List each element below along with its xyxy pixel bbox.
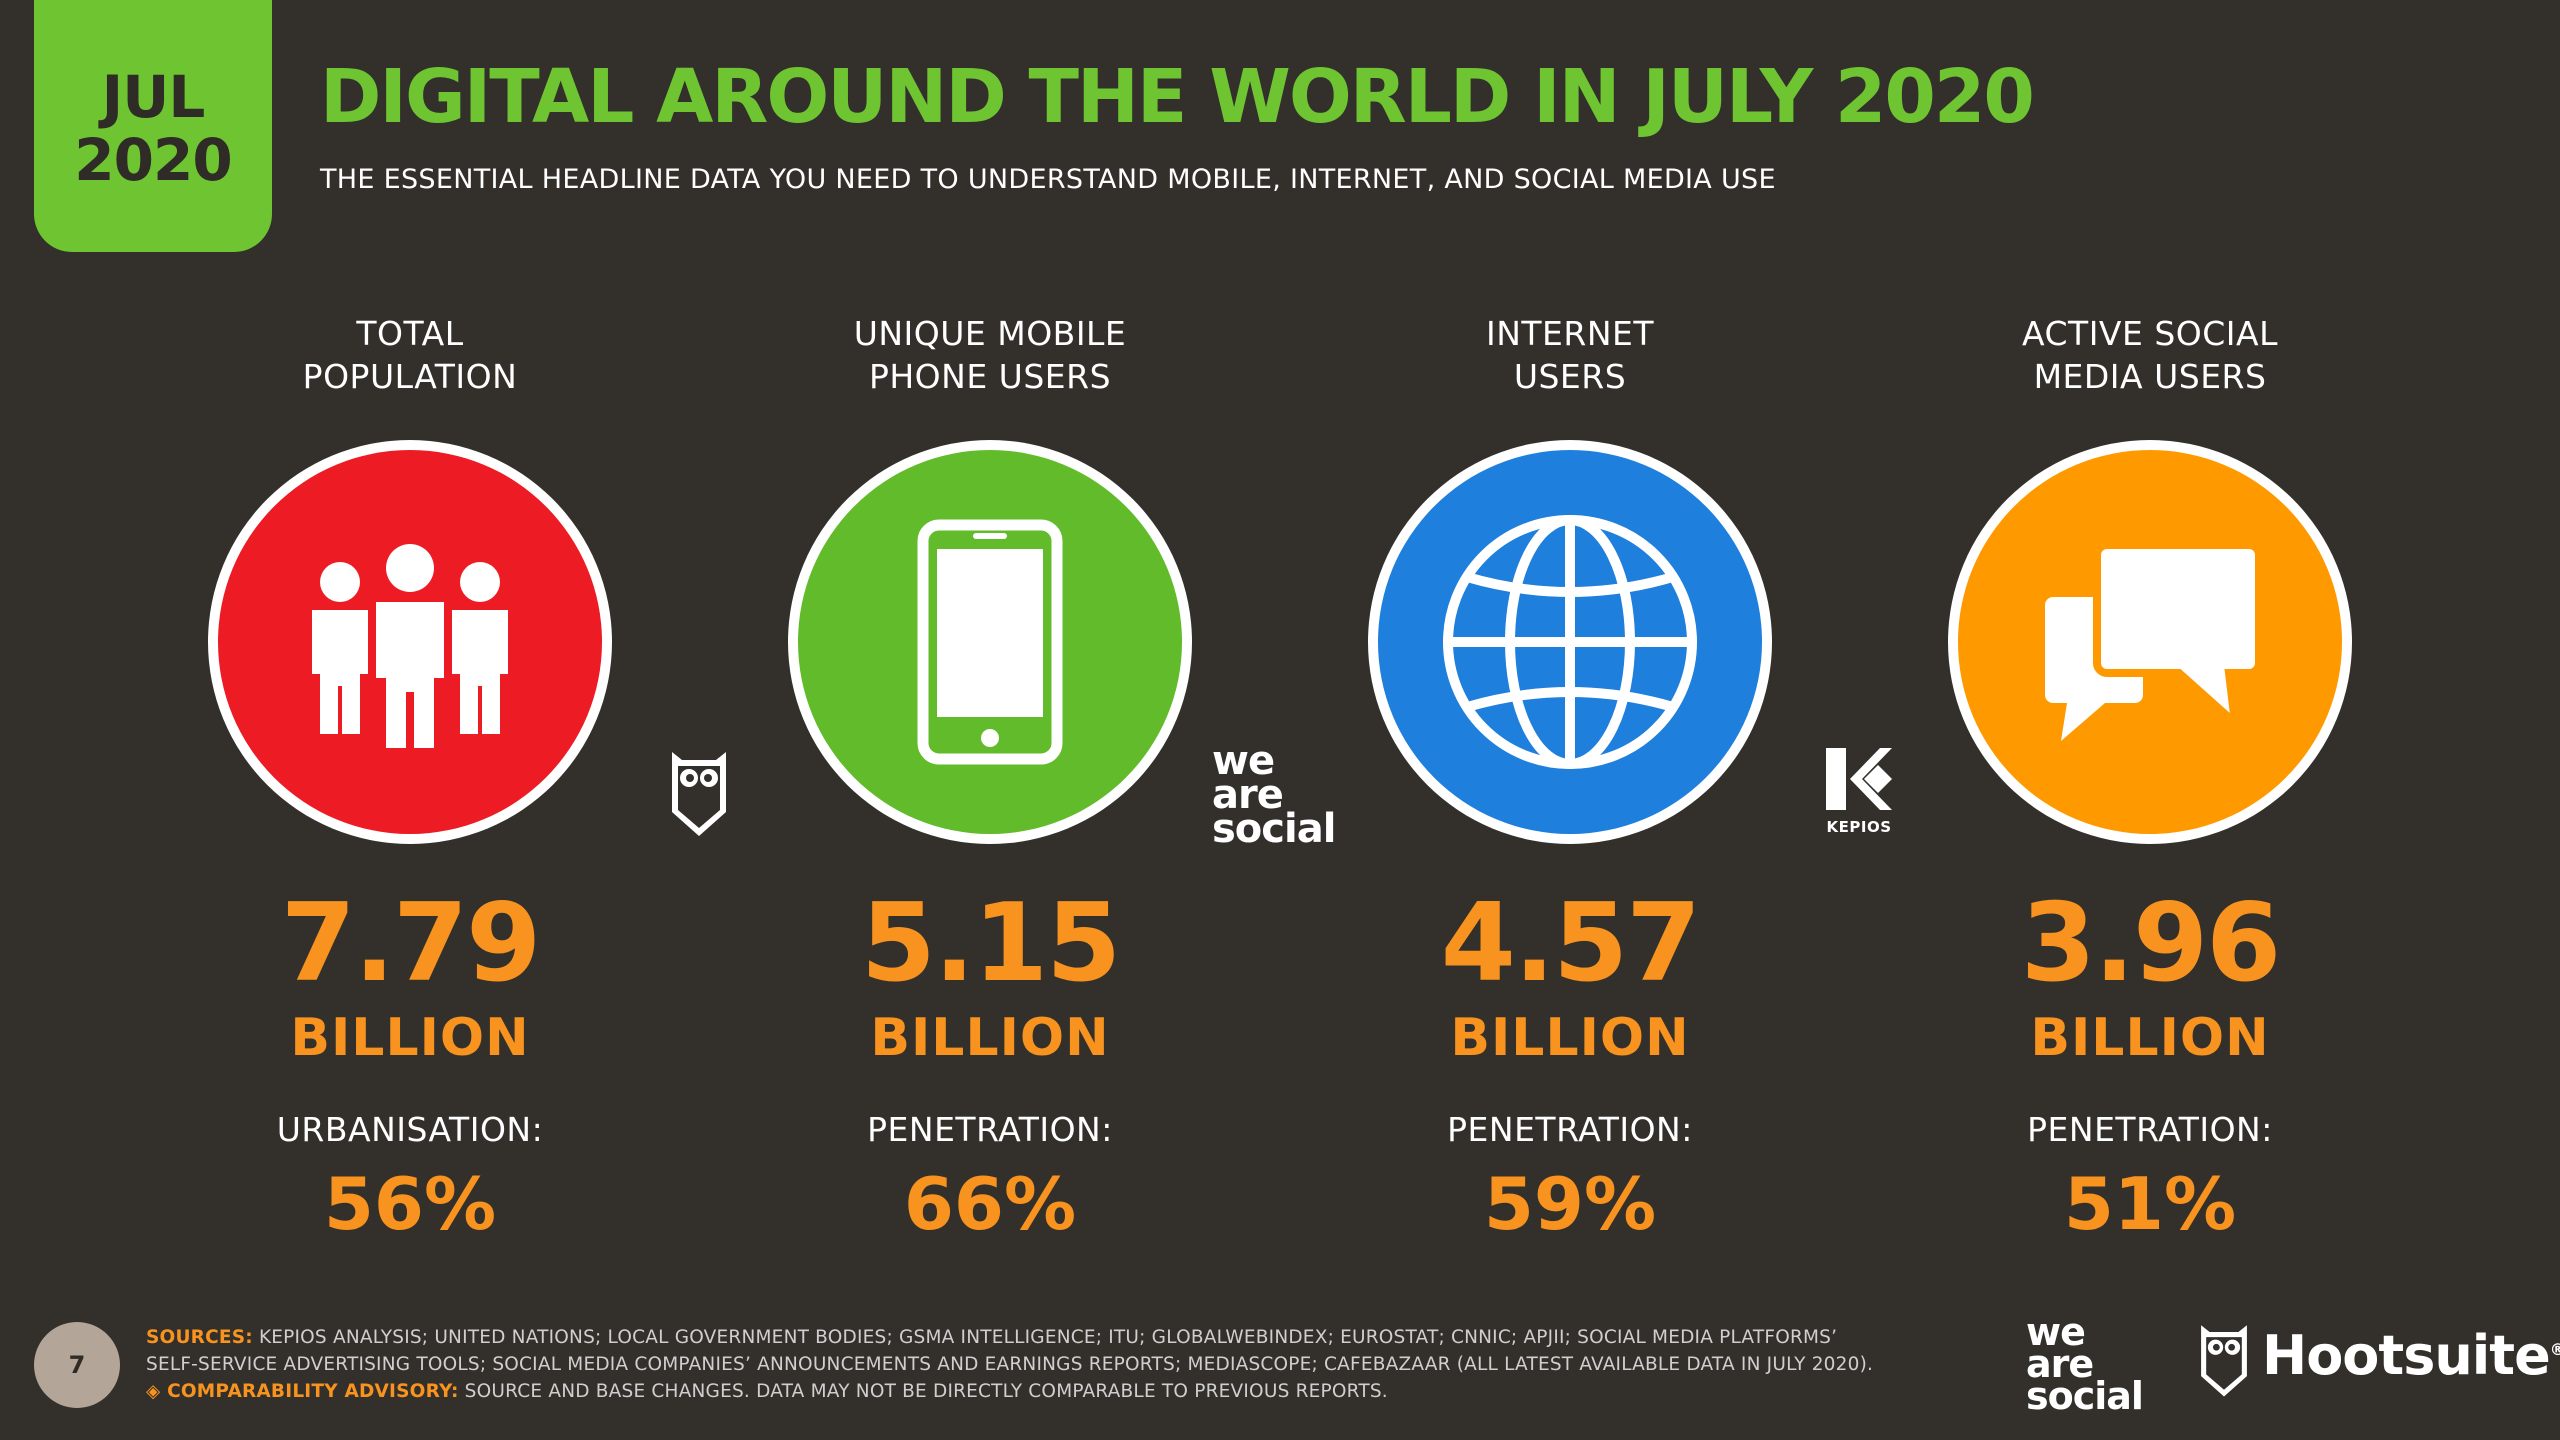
stat-label-line1: TOTAL — [356, 314, 464, 353]
stat-label: UNIQUE MOBILE PHONE USERS — [700, 312, 1280, 398]
stat-percent: 66% — [903, 1162, 1077, 1246]
stat-unit: BILLION — [1450, 1008, 1690, 1068]
stat-circle — [208, 440, 612, 844]
registered-mark: ® — [2549, 1340, 2560, 1359]
stat-label-line1: ACTIVE SOCIAL — [2022, 314, 2278, 353]
logo-text: social — [2026, 1374, 2144, 1418]
sources-line1: SOURCES: KEPIOS ANALYSIS; UNITED NATIONS… — [146, 1324, 1946, 1351]
stat-percent: 56% — [323, 1162, 497, 1246]
kepios-label: KEPIOS — [1826, 818, 1892, 836]
hootsuite-text: Hootsuite — [2262, 1324, 2551, 1387]
mobile-phone-icon — [798, 450, 1182, 834]
stat-label: ACTIVE SOCIAL MEDIA USERS — [1860, 312, 2440, 398]
logo-text: we — [1212, 738, 1275, 784]
logo-text: are — [1212, 772, 1284, 818]
stat-label-line1: INTERNET — [1485, 314, 1655, 353]
hootsuite-footer-owl-icon — [2196, 1320, 2252, 1404]
sources-label: SOURCES: — [146, 1327, 253, 1348]
stat-label-line1: UNIQUE MOBILE — [853, 314, 1127, 353]
advisory-diamond-icon: ◈ — [146, 1381, 168, 1402]
page-title: DIGITAL AROUND THE WORLD IN JULY 2020 — [320, 54, 2035, 140]
stat-label-line2: PHONE USERS — [868, 357, 1112, 396]
stat-percent: 51% — [2063, 1162, 2237, 1246]
we-are-social-logo: we are social — [1212, 738, 1336, 852]
stat-label: TOTAL POPULATION — [120, 312, 700, 398]
stat-total-population: TOTAL POPULATION 7.79 BILLION URBANISATI… — [120, 0, 700, 1300]
page-subtitle: THE ESSENTIAL HEADLINE DATA YOU NEED TO … — [320, 164, 1776, 195]
stat-label-line2: USERS — [1513, 357, 1627, 396]
sources-text: KEPIOS ANALYSIS; UNITED NATIONS; LOCAL G… — [252, 1327, 1838, 1348]
stat-unit: BILLION — [870, 1008, 1110, 1068]
badge-year: 2020 — [74, 126, 232, 194]
stat-circle — [788, 440, 1192, 844]
advisory-label: COMPARABILITY ADVISORY: — [167, 1381, 459, 1402]
badge-month: JUL — [101, 63, 206, 132]
stat-sublabel: URBANISATION: — [276, 1110, 544, 1149]
stat-value: 5.15 — [860, 881, 1121, 1006]
page-number: 7 — [34, 1322, 120, 1408]
chat-bubbles-icon — [1958, 450, 2342, 834]
stat-mobile-users: UNIQUE MOBILE PHONE USERS 5.15 BILLION P… — [700, 0, 1280, 1300]
stat-sublabel: PENETRATION: — [867, 1110, 1113, 1149]
globe-icon — [1378, 450, 1762, 834]
stat-internet-users: INTERNET USERS 4.57 BILLION PENETRATION:… — [1280, 0, 1860, 1300]
stat-percent: 59% — [1483, 1162, 1657, 1246]
stat-circle — [1948, 440, 2352, 844]
stat-value: 3.96 — [2020, 881, 2281, 1006]
advisory-line: ◈ COMPARABILITY ADVISORY: SOURCE AND BAS… — [146, 1378, 1946, 1405]
stat-circle — [1368, 440, 1772, 844]
kepios-icon — [1826, 748, 1892, 810]
hootsuite-owl-icon — [666, 746, 732, 844]
people-icon — [218, 450, 602, 834]
logo-text: we — [2026, 1310, 2086, 1354]
hootsuite-logo: Hootsuite® — [2262, 1326, 2560, 1385]
date-badge: JUL 2020 — [34, 0, 272, 252]
stat-sublabel: PENETRATION: — [2027, 1110, 2273, 1149]
advisory-text: SOURCE AND BASE CHANGES. DATA MAY NOT BE… — [458, 1381, 1388, 1402]
sources-line2: SELF-SERVICE ADVERTISING TOOLS; SOCIAL M… — [146, 1354, 1874, 1375]
stat-label-line2: MEDIA USERS — [2033, 357, 2267, 396]
logo-text: are — [2026, 1342, 2094, 1386]
stat-unit: BILLION — [290, 1008, 530, 1068]
footer-we-are-social-logo: we are social — [2026, 1310, 2144, 1418]
stat-social-media-users: ACTIVE SOCIAL MEDIA USERS 3.96 BILLION P… — [1860, 0, 2440, 1300]
stat-value: 4.57 — [1440, 881, 1701, 1006]
stat-unit: BILLION — [2030, 1008, 2270, 1068]
logo-text: social — [1212, 806, 1336, 852]
stat-label: INTERNET USERS — [1280, 312, 1860, 398]
stat-label-line2: POPULATION — [302, 357, 518, 396]
stat-sublabel: PENETRATION: — [1447, 1110, 1693, 1149]
stat-value: 7.79 — [280, 881, 541, 1006]
kepios-logo: KEPIOS — [1822, 746, 1896, 836]
footer-notes: SOURCES: KEPIOS ANALYSIS; UNITED NATIONS… — [146, 1324, 1946, 1405]
